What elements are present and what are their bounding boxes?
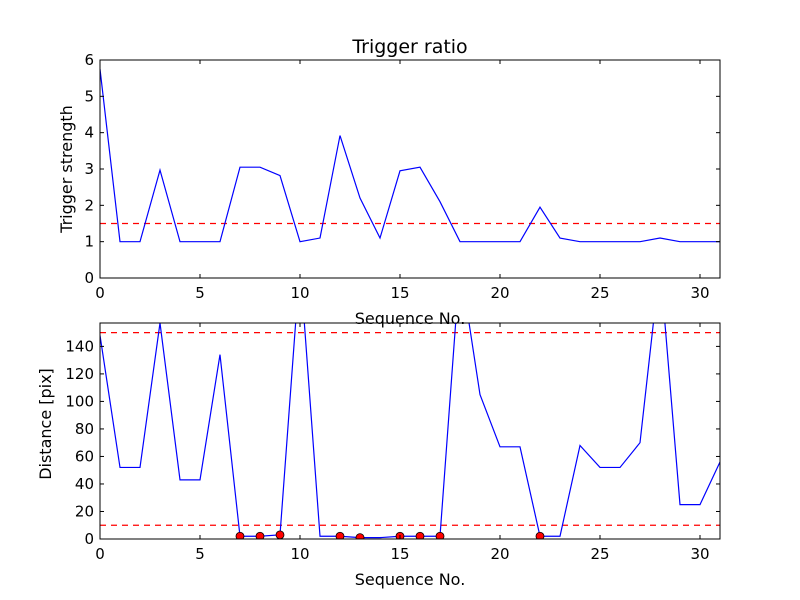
bottom-x-tick-label: 5 <box>195 545 205 563</box>
top-y-tick-label: 4 <box>84 124 94 142</box>
top-x-tick-label: 10 <box>290 284 309 302</box>
top-y-tick-label: 2 <box>84 196 94 214</box>
bottom-y-tick-label: 140 <box>65 337 94 355</box>
bottom-x-tick-label: 25 <box>590 545 609 563</box>
bottom-data-marker <box>235 531 245 539</box>
top-x-tick-label: 25 <box>590 284 609 302</box>
bottom-y-tick-label: 0 <box>84 530 94 548</box>
bottom-x-tick-label: 0 <box>95 545 105 563</box>
bottom-y-tick-label: 60 <box>75 447 94 465</box>
top-y-tick-label: 6 <box>84 51 94 69</box>
bottom-data-marker <box>335 531 345 539</box>
bottom-x-tick-label: 15 <box>390 545 409 563</box>
bottom-x-tick-label: 20 <box>490 545 509 563</box>
top-y-tick-label: 0 <box>84 269 94 287</box>
top-series-line <box>100 69 720 243</box>
top-y-axis-label: Trigger strength <box>57 105 76 234</box>
top-x-tick-label: 5 <box>195 284 205 302</box>
top-x-tick-label: 0 <box>95 284 105 302</box>
bottom-y-tick-label: 40 <box>75 475 94 493</box>
bottom-data-marker <box>535 531 545 539</box>
bottom-y-axis-label: Distance [pix] <box>36 368 55 480</box>
bottom-data-marker <box>415 531 425 539</box>
bottom-y-tick-label: 80 <box>75 420 94 438</box>
top-x-axis-label: Sequence No. <box>355 309 466 328</box>
bottom-y-tick-label: 120 <box>65 365 94 383</box>
top-x-tick-label: 30 <box>690 284 709 302</box>
top-y-tick-label: 3 <box>84 160 94 178</box>
bottom-data-marker <box>275 530 285 539</box>
bottom-plot-frame <box>99 322 721 540</box>
top-x-tick-label: 20 <box>490 284 509 302</box>
top-y-tick-label: 5 <box>84 87 94 105</box>
bottom-x-tick-label: 10 <box>290 545 309 563</box>
top-y-tick-label: 1 <box>84 233 94 251</box>
bottom-x-axis-label: Sequence No. <box>355 570 466 589</box>
bottom-data-marker <box>435 531 445 539</box>
bottom-subplot: 0 5 10 15 20 25 30 0 20 40 60 80 100 120 140 Sequence … <box>36 322 721 589</box>
bottom-series-line <box>100 323 720 539</box>
bottom-y-tick-label: 20 <box>75 502 94 520</box>
bottom-data-marker <box>255 531 265 539</box>
bottom-y-tick-label: 100 <box>65 392 94 410</box>
bottom-x-tick-label: 30 <box>690 545 709 563</box>
top-subplot: Trigger ratio 0 5 10 15 20 25 30 0 1 2 3 4 5 6 Sequen… <box>57 36 721 328</box>
bottom-data-marker <box>355 533 365 539</box>
top-x-tick-label: 15 <box>390 284 409 302</box>
chart-title: Trigger ratio <box>351 36 467 58</box>
